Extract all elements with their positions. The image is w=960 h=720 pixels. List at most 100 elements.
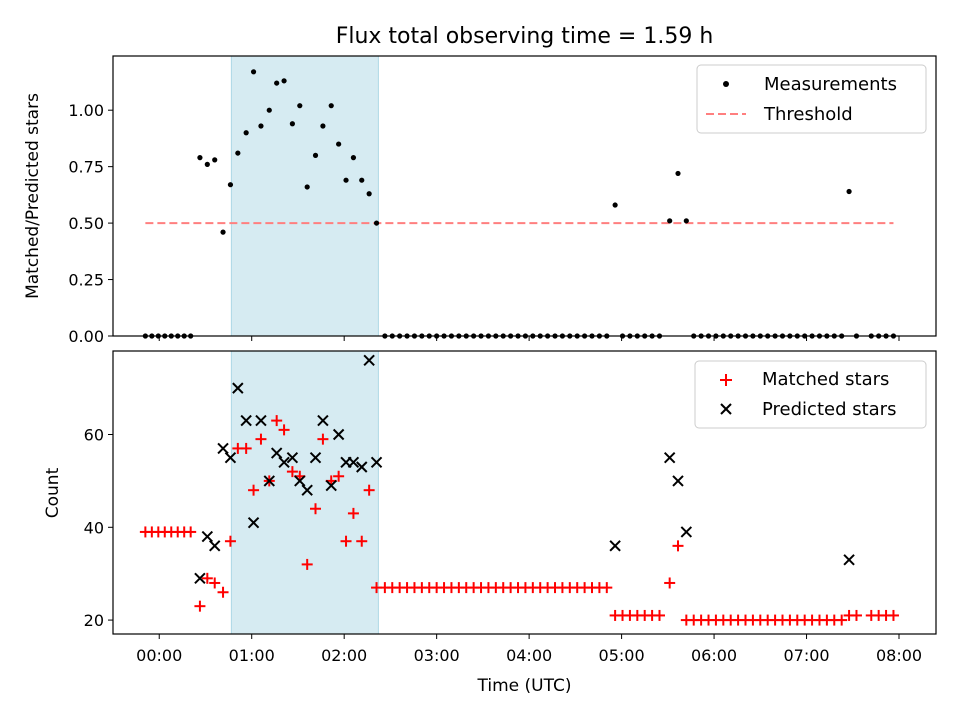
predicted-star-point [278,456,290,469]
matched-star-point [255,433,267,445]
measurement-point [612,202,618,208]
top-y-tick-label: 0.00 [68,327,104,346]
top-y-axis-label: Matched/Predicted stars [23,93,43,299]
bottom-y-tick-label: 40 [84,518,104,537]
matched-star-point [310,503,322,515]
predicted-star-point [347,456,360,469]
top-legend: Measurements Threshold [696,64,927,134]
matched-star-point [356,535,368,547]
bottom-x-ticks: 00:00 01:00 02:00 03:00 04:00 05:00 06:00 07:00… [136,634,922,665]
matched-star-point [340,535,352,547]
measurement-point [320,123,326,129]
predicted-star-point [680,526,693,538]
measurement-point [683,218,689,224]
measurement-point [366,191,372,197]
bottom-x-tick-label: 08:00 [876,646,922,665]
legend-matched-marker [720,374,732,386]
bottom-panel: 20 40 60 00:00 01:00 02:00 03:00 04:00 05:00 06:… [43,350,937,696]
matched-star-point [248,484,260,496]
top-y-tick-label: 1.00 [68,101,104,120]
measurement-point [675,170,681,177]
measurement-point [250,69,257,75]
matched-star-point [185,526,197,538]
measurement-point [266,107,272,113]
bottom-axes-frame [112,350,937,635]
matched-star-point [209,577,221,589]
matched-star-point [363,484,375,496]
matched-star-point [672,540,684,552]
predicted-star-point [194,572,206,585]
matched-star-point [654,609,666,621]
measurement-point [281,78,287,84]
matched-star-point [194,600,206,612]
bottom-y-ticks: 20 40 60 [84,426,113,630]
matched-star-point [301,558,313,570]
legend-measurements-label: Measurements [764,74,897,95]
top-x-ticks [158,336,900,341]
predicted-star-point [663,451,676,464]
matched-star-point [887,609,899,621]
bottom-x-tick-label: 01:00 [229,646,275,665]
predicted-star-point [209,540,221,552]
bottom-x-tick-label: 05:00 [599,646,645,665]
predicted-star-point [217,442,229,455]
bottom-y-tick-label: 20 [84,611,104,630]
measurement-point [258,123,264,129]
predicted-star-point [263,475,275,487]
predicted-star-point [325,479,337,492]
matched-star-point [271,415,283,427]
bottom-x-tick-label: 04:00 [506,646,552,665]
matched-star-point [333,470,345,482]
legend-measurements-marker [723,81,729,87]
legend-threshold-label: Threshold [763,104,853,125]
predicted-star-point [609,540,621,552]
measurement-point [289,121,295,127]
predicted-star-point [255,414,267,427]
top-axes-frame [112,55,937,337]
predicted-star-point [843,554,855,566]
measurement-point [212,157,218,163]
matched-star-point [224,535,236,547]
predicted-star-point [363,354,375,366]
bottom-x-tick-label: 02:00 [321,646,367,665]
top-legend-box [696,64,927,134]
bottom-x-tick-label: 00:00 [136,646,182,665]
bottom-x-tick-label: 07:00 [783,646,829,665]
top-highlight-layer [230,55,379,337]
measurement-point [350,155,357,161]
predicted-star-point [317,414,329,427]
measurement-point [304,184,310,190]
measurement-point [204,161,210,167]
matched-star-point [317,433,329,445]
matched-star-point [240,442,252,454]
top-highlight-span [230,55,379,337]
predicted-star-point [309,451,322,464]
matched-star-point [601,582,613,594]
matched-star-point [664,577,676,589]
predicted-star-point [294,475,306,487]
legend-matched-label: Matched stars [762,369,889,390]
measurement-point [373,220,380,226]
measurement-point [312,152,319,158]
matched-star-point [201,572,213,584]
measurement-point [197,155,203,161]
chart-title: Flux total observing time = 1.59 h [336,24,714,49]
matched-star-point [217,586,229,598]
measurement-point [235,150,241,156]
bottom-legend: Matched stars Predicted stars [694,360,927,429]
measurement-point [343,177,349,183]
predicted-star-point [224,451,237,464]
bottom-y-axis-label: Count [43,467,63,518]
predicted-star-point [201,530,214,543]
measurement-point [220,229,226,235]
measurement-point [328,103,334,109]
bottom-legend-box [694,360,927,429]
top-y-ticks: 0.00 0.25 0.50 0.75 1.00 [68,101,113,346]
predicted-star-point [672,475,684,487]
top-y-tick-label: 0.75 [68,158,104,177]
predicted-star-point [301,484,313,496]
measurement-point [227,182,234,188]
matched-star-point [278,424,290,436]
bottom-x-tick-label: 03:00 [414,646,460,665]
